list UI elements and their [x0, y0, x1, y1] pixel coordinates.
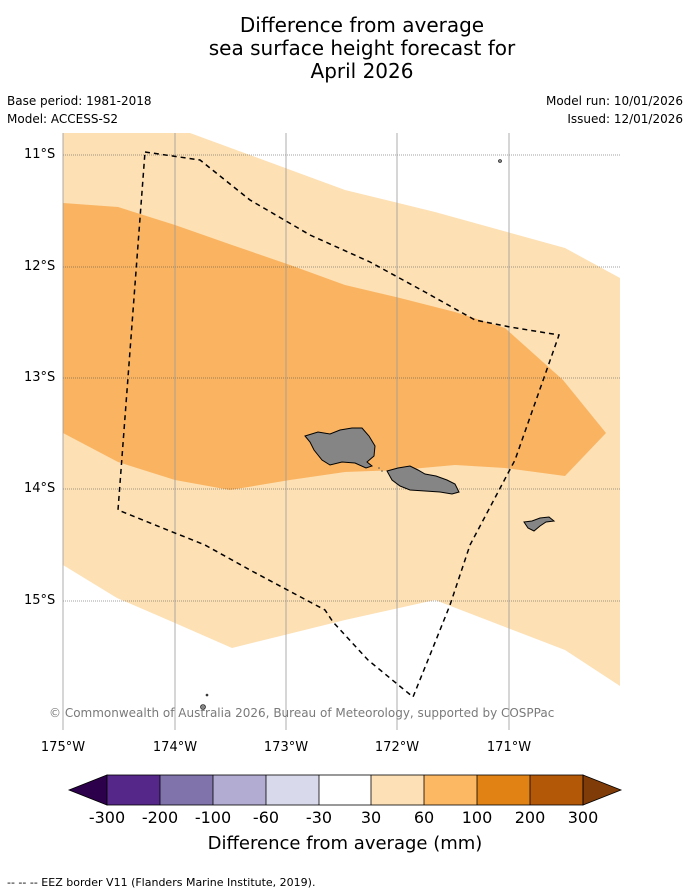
band-60-100-mm — [63, 203, 606, 490]
lat-label-15s: 15°S — [24, 593, 56, 608]
lon-label-175w: 175°W — [40, 740, 86, 755]
colorbar-segment — [424, 775, 477, 805]
colorbar-tick-label: -30 — [305, 808, 333, 827]
lon-label-173w: 173°W — [263, 740, 309, 755]
lat-label-12s: 12°S — [24, 259, 56, 274]
title-line-1: Difference from average — [239, 13, 485, 37]
colorbar-segment — [319, 775, 371, 805]
colorbar-title: Difference from average (mm) — [207, 833, 483, 854]
colorbar-segment — [160, 775, 213, 805]
colorbar-segment — [213, 775, 266, 805]
base-period: Base period: 1981-2018 — [7, 94, 152, 108]
colorbar-tick-label: 300 — [567, 808, 599, 827]
lon-label-172w: 172°W — [374, 740, 420, 755]
colorbar-segment — [266, 775, 319, 805]
islet-south-2 — [205, 693, 209, 697]
colorbar-segment — [477, 775, 530, 805]
upolu-island — [386, 465, 460, 495]
colorbar-tick-label: 60 — [413, 808, 435, 827]
eez-border — [117, 151, 561, 699]
colorbar — [67, 774, 623, 806]
lat-label-13s: 13°S — [24, 370, 56, 385]
model-run: Model run: 10/01/2026 — [545, 94, 683, 108]
eez-legend-footer: -- -- -- EEZ border V11 (Flanders Marine… — [7, 876, 316, 889]
colorbar-tick-label: 30 — [360, 808, 382, 827]
colorbar-extend-low — [67, 774, 108, 806]
lat-label-11s: 11°S — [24, 147, 56, 162]
model-name: Model: ACCESS-S2 — [7, 112, 119, 126]
tutuila-island — [523, 516, 556, 532]
islet-south-1 — [200, 704, 206, 710]
colorbar-segment — [530, 775, 583, 805]
issued-date: Issued: 12/01/2026 — [567, 112, 683, 126]
meridians — [62, 133, 510, 730]
title-line-2: sea surface height forecast for — [208, 36, 516, 60]
colorbar-tick-label: -100 — [194, 808, 232, 827]
colorbar-extend-high — [582, 774, 623, 806]
title-line-3: April 2026 — [310, 59, 414, 83]
graticule — [63, 154, 620, 602]
colorbar-tick-label: 200 — [514, 808, 546, 827]
colorbar-tick-label: -200 — [141, 808, 179, 827]
colorbar-tick-label: -60 — [252, 808, 280, 827]
savaii-island — [304, 427, 376, 469]
colorbar-segment — [371, 775, 424, 805]
copyright-notice: © Commonwealth of Australia 2026, Bureau… — [49, 706, 555, 720]
lat-label-14s: 14°S — [24, 481, 56, 496]
chart-title: Difference from average sea surface heig… — [0, 14, 690, 83]
lon-label-174w: 174°W — [152, 740, 198, 755]
colorbar-tick-label: 100 — [461, 808, 493, 827]
lon-label-171w: 171°W — [486, 740, 532, 755]
colorbar-tick-label: -300 — [88, 808, 126, 827]
small-islets — [378, 467, 383, 472]
colorbar-segment — [107, 775, 160, 805]
islet-north — [498, 159, 502, 163]
